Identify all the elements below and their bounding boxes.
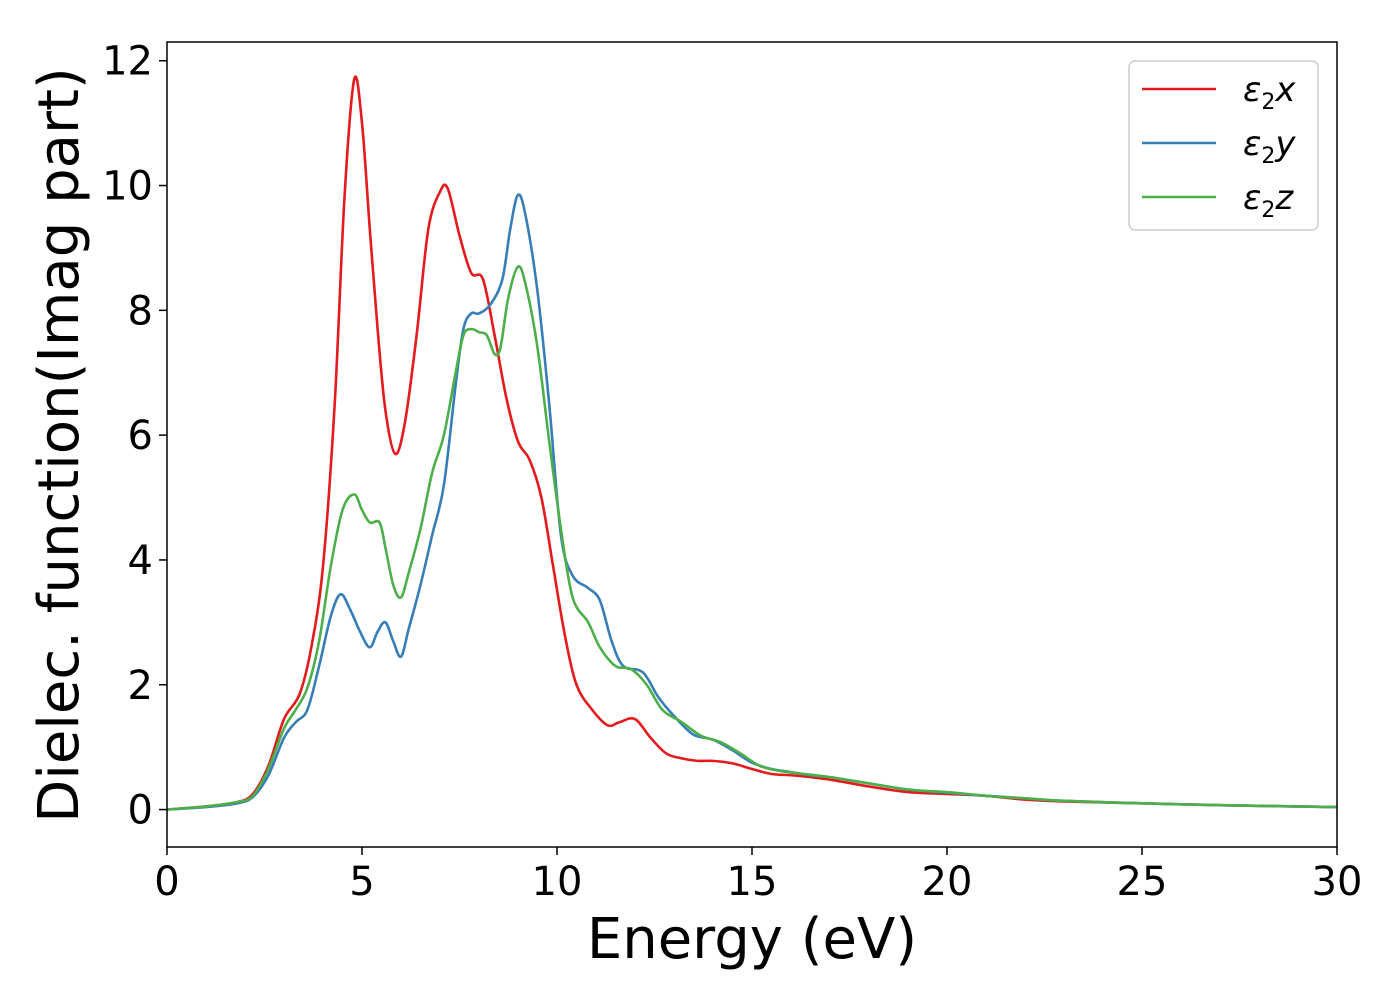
y-tick-label: 0 <box>128 788 153 834</box>
y-tick-label: 10 <box>102 164 153 210</box>
y-tick-label: 12 <box>102 39 153 85</box>
x-tick-label: 15 <box>727 859 778 905</box>
x-tick-label: 5 <box>349 859 374 905</box>
legend-label-x: ε2x <box>1243 70 1296 115</box>
x-tick-label: 20 <box>922 859 973 905</box>
y-axis-title: Dielec. function(Imag part) <box>27 67 92 823</box>
legend: ε2x ε2y ε2z <box>1128 60 1319 231</box>
legend-box <box>1128 60 1319 231</box>
y-tick-label: 4 <box>128 538 153 584</box>
x-axis: 0 5 10 15 20 25 30 <box>154 847 1362 905</box>
y-tick-label: 8 <box>128 288 153 334</box>
legend-label-y: ε2y <box>1243 124 1296 169</box>
x-tick-label: 25 <box>1117 859 1168 905</box>
series-line-z <box>167 265 1337 811</box>
series-line-x <box>167 75 1337 811</box>
x-tick-label: 30 <box>1312 859 1363 905</box>
x-axis-title: Energy (eV) <box>587 907 917 972</box>
series-line-y <box>167 193 1337 811</box>
y-tick-label: 2 <box>128 663 153 709</box>
y-tick-label: 6 <box>128 413 153 459</box>
legend-label-z: ε2z <box>1243 178 1294 223</box>
x-tick-label: 0 <box>154 859 179 905</box>
y-axis: 0 2 4 6 8 10 12 <box>102 39 167 834</box>
x-tick-label: 10 <box>532 859 583 905</box>
